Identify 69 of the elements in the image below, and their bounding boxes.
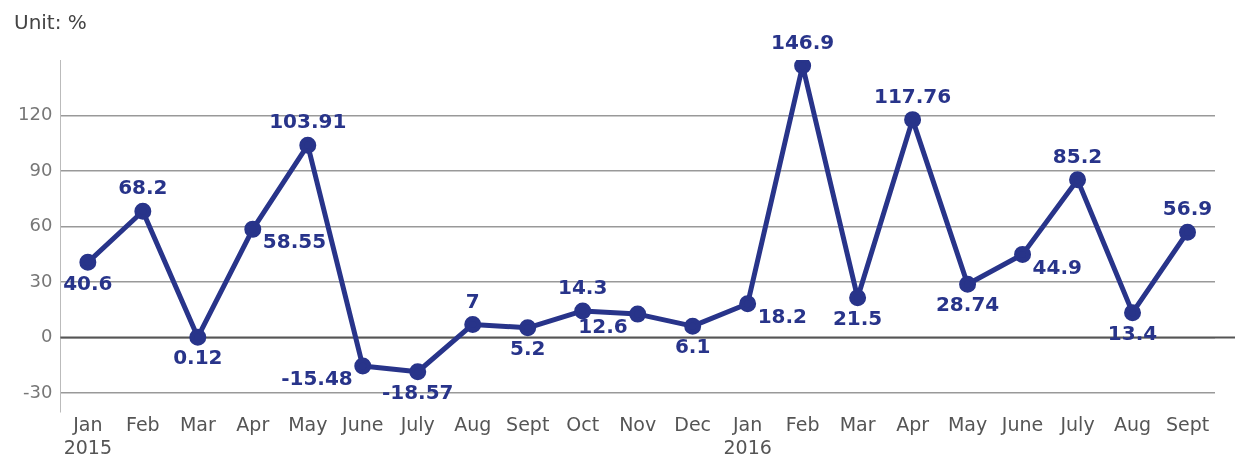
x-tick-label: Mar — [179, 412, 216, 435]
point — [134, 202, 152, 220]
point — [1069, 171, 1087, 189]
data-label: 28.74 — [935, 292, 1000, 317]
point — [519, 319, 537, 337]
point — [794, 60, 812, 75]
data-label: 146.9 — [770, 29, 835, 54]
x-tick-label: Jan 2016 — [723, 412, 772, 458]
x-tick-label: Jan 2015 — [63, 412, 113, 458]
x-tick-label: Sept — [506, 412, 550, 435]
data-label: 117.76 — [874, 83, 952, 108]
x-tick-label: Aug — [1113, 412, 1152, 435]
data-label: 6.1 — [674, 334, 711, 359]
data-label: 7 — [465, 288, 480, 313]
y-tick-label: 0 — [40, 325, 53, 347]
point — [849, 289, 867, 307]
point — [464, 315, 482, 333]
point — [684, 317, 702, 335]
data-label: 56.9 — [1162, 196, 1213, 221]
point — [739, 295, 757, 313]
x-tick-label: Nov — [619, 412, 657, 435]
x-tick-label: Dec — [674, 412, 712, 435]
y-axis-title: Unit: % — [14, 10, 87, 34]
y-tick-label: 60 — [29, 214, 53, 236]
x-tick-label: Apr — [896, 412, 930, 435]
x-tick-label: Oct — [566, 412, 600, 435]
x-tick-label: July — [399, 412, 435, 435]
point — [189, 328, 207, 346]
x-tick-label: May — [947, 412, 988, 435]
point — [904, 111, 922, 129]
data-label: 18.2 — [757, 303, 807, 328]
x-tick-label: Sept — [1165, 412, 1210, 435]
x-tick-label: Feb — [126, 412, 160, 435]
data-label: -15.48 — [281, 366, 353, 391]
data-label: -18.57 — [381, 379, 454, 404]
data-label: 58.55 — [262, 229, 327, 254]
x-tick-label: July — [1059, 412, 1095, 435]
x-tick-label: Feb — [785, 412, 820, 435]
point — [354, 357, 372, 375]
x-tick-label: Aug — [454, 412, 492, 435]
data-label: 14.3 — [558, 275, 608, 300]
data-label: 103.91 — [269, 109, 347, 134]
x-tick-label: Mar — [839, 412, 876, 435]
x-tick-label: June — [341, 412, 384, 435]
point — [299, 136, 317, 154]
y-tick-label: 90 — [29, 158, 53, 180]
data-label: 21.5 — [832, 305, 883, 330]
x-tick-label: Apr — [236, 412, 270, 435]
point — [574, 302, 592, 320]
y-tick-label: -30 — [22, 380, 53, 402]
data-label: 68.2 — [118, 175, 168, 200]
data-label: 5.2 — [509, 336, 546, 361]
x-tick-label: June — [1000, 412, 1044, 435]
point — [1179, 223, 1197, 241]
point — [244, 220, 262, 238]
point — [409, 363, 427, 381]
point — [1014, 245, 1032, 263]
y-tick-label: 120 — [18, 103, 53, 125]
x-tick-label: May — [288, 412, 328, 435]
data-label: 12.6 — [578, 314, 628, 339]
data-label: 85.2 — [1052, 144, 1103, 169]
point — [959, 275, 977, 293]
y-tick-label: 30 — [29, 269, 53, 291]
data-label: 44.9 — [1032, 254, 1082, 279]
point — [1124, 304, 1142, 322]
data-label: 0.12 — [173, 345, 223, 370]
point — [79, 253, 97, 271]
point — [629, 305, 647, 323]
data-label: 40.6 — [63, 270, 113, 295]
